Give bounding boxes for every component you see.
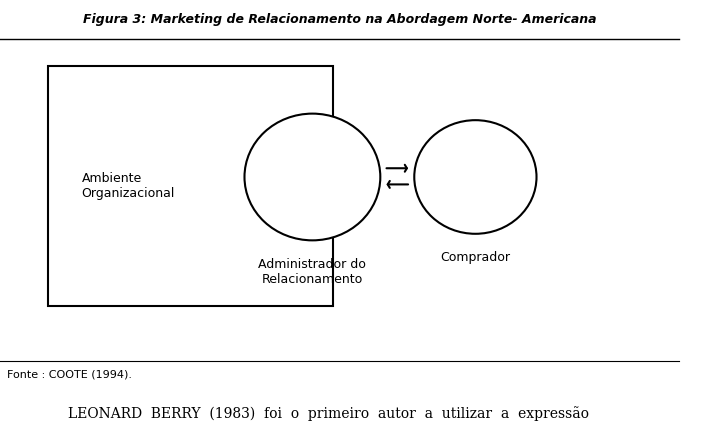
- FancyBboxPatch shape: [47, 66, 333, 306]
- Text: Administrador do
Relacionamento: Administrador do Relacionamento: [259, 258, 366, 286]
- Text: Fonte : COOTE (1994).: Fonte : COOTE (1994).: [7, 369, 132, 379]
- Ellipse shape: [245, 114, 380, 240]
- Text: Comprador: Comprador: [440, 251, 510, 264]
- Text: Figura 3: Marketing de Relacionamento na Abordagem Norte- Americana: Figura 3: Marketing de Relacionamento na…: [83, 13, 596, 26]
- Text: Ambiente
Organizacional: Ambiente Organizacional: [81, 172, 175, 200]
- Ellipse shape: [414, 120, 537, 234]
- Text: LEONARD  BERRY  (1983)  foi  o  primeiro  autor  a  utilizar  a  expressão: LEONARD BERRY (1983) foi o primeiro auto…: [68, 406, 589, 421]
